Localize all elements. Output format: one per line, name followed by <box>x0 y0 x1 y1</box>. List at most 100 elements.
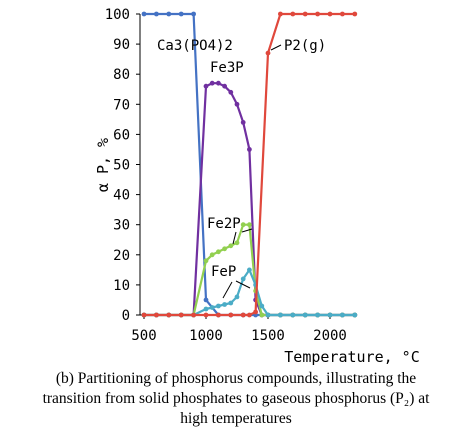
y-tick-label: 0 <box>122 308 130 324</box>
y-axis-title: α P, % <box>94 138 112 192</box>
x-axis-title: Temperature, °C <box>284 348 419 366</box>
data-point-fe3p <box>203 83 209 89</box>
leader-line-p2g <box>270 44 282 51</box>
data-point-fep <box>352 312 358 318</box>
data-point-fe3p <box>234 101 240 107</box>
data-point-p2-g <box>315 11 320 17</box>
series-label-fe2p: Fe2P <box>207 216 241 232</box>
data-point-ca3-po4-2 <box>141 11 147 17</box>
data-point-p2-g <box>228 312 234 318</box>
y-axis-ticks: 0 10 20 30 40 50 60 70 80 90 100 <box>105 7 140 324</box>
leader-line-fe2p-secondary <box>241 228 253 233</box>
data-point-fep <box>247 267 252 273</box>
data-point-p2-g <box>352 11 358 17</box>
data-point-fep <box>290 312 296 318</box>
data-point-ca3-po4-2 <box>178 11 184 17</box>
data-point-fe2p <box>259 312 265 318</box>
data-point-fep <box>302 312 308 318</box>
data-point-fe2p <box>234 240 240 246</box>
series-fe3p <box>141 80 358 318</box>
y-tick-label: 20 <box>113 248 130 264</box>
phosphorus-partition-chart: 0 10 20 30 40 50 60 70 80 90 100 500 1000 1500 2000 C… <box>94 7 420 366</box>
data-point-p2-g <box>290 11 296 17</box>
data-point-fep <box>340 312 345 318</box>
data-point-fep <box>265 312 271 318</box>
series-layer <box>141 11 358 318</box>
data-point-fe3p <box>209 80 215 86</box>
data-point-fep <box>216 303 221 309</box>
x-tick-label: 2000 <box>313 328 347 344</box>
data-point-fep <box>234 294 240 300</box>
caption-line-3: high temperatures <box>180 410 292 427</box>
data-point-fe3p <box>228 89 234 95</box>
x-tick-label: 500 <box>131 328 156 344</box>
series-p2-g <box>141 11 358 318</box>
series-label-p2g: P2(g) <box>284 38 326 54</box>
series-line-fep <box>144 268 355 317</box>
series-line-fe3p <box>144 82 355 317</box>
figure-caption: (b) Partitioning of phosphorus compounds… <box>0 369 472 429</box>
data-point-ca3-po4-2 <box>203 297 209 303</box>
data-point-fe3p <box>222 83 228 89</box>
data-point-p2-g <box>203 312 209 318</box>
data-point-fe2p <box>222 246 228 252</box>
data-point-fep <box>327 312 333 318</box>
data-point-p2-g <box>178 312 184 318</box>
data-point-fep <box>240 276 246 282</box>
data-point-p2-g <box>247 312 252 318</box>
series-label-fe3p: Fe3P <box>210 60 244 76</box>
data-point-p2-g <box>141 312 147 318</box>
data-point-p2-g <box>216 312 221 318</box>
data-point-p2-g <box>166 312 172 318</box>
data-point-p2-g <box>302 11 308 17</box>
y-tick-label: 100 <box>105 7 130 23</box>
y-tick-label: 70 <box>113 97 130 113</box>
data-point-fe3p <box>247 147 252 152</box>
data-point-fe2p <box>240 222 246 228</box>
data-point-fep <box>222 302 228 307</box>
x-tick-label: 1000 <box>189 328 223 344</box>
data-point-fep <box>209 305 215 310</box>
y-tick-label: 10 <box>113 278 130 294</box>
series-label-fep: FeP <box>211 264 236 280</box>
data-point-ca3-po4-2 <box>154 11 159 17</box>
data-point-fep <box>259 303 265 309</box>
leader-line-fep-secondary <box>235 280 251 289</box>
data-point-fe2p <box>216 249 221 255</box>
leader-line-fe2p <box>232 231 237 245</box>
caption-line-2: transition from solid phosphates to gase… <box>42 390 430 407</box>
y-tick-label: 80 <box>113 67 130 83</box>
data-point-p2-g <box>340 11 345 17</box>
series-fep <box>141 267 358 318</box>
series-label-ca3po4-2: Ca3(PO4)2 <box>157 38 233 54</box>
data-point-fe2p <box>203 258 209 264</box>
data-point-fe2p <box>247 222 252 228</box>
data-point-p2-g <box>278 11 283 17</box>
data-point-p2-g <box>253 309 258 315</box>
data-point-fe2p <box>228 243 234 249</box>
data-point-p2-g <box>154 312 159 318</box>
data-point-p2-g <box>265 50 271 56</box>
data-point-ca3-po4-2 <box>166 11 172 17</box>
x-tick-label: 1500 <box>251 328 285 344</box>
data-point-fe3p <box>240 120 246 125</box>
data-point-fep <box>315 312 320 318</box>
y-tick-label: 50 <box>113 158 130 174</box>
data-point-fe3p <box>216 80 221 86</box>
data-point-p2-g <box>240 312 246 318</box>
data-point-fep <box>228 300 234 306</box>
data-point-ca3-po4-2 <box>191 11 197 17</box>
y-tick-label: 40 <box>113 188 130 204</box>
y-tick-label: 60 <box>113 127 130 143</box>
data-point-fep <box>278 312 283 318</box>
x-axis-ticks: 500 1000 1500 2000 <box>131 315 347 344</box>
data-point-p2-g <box>327 11 333 17</box>
y-tick-label: 30 <box>113 218 130 234</box>
y-tick-label: 90 <box>113 37 130 53</box>
caption-line-1: (b) Partitioning of phosphorus compounds… <box>55 370 417 387</box>
data-point-p2-g <box>191 312 197 318</box>
leader-line-fep <box>222 281 233 299</box>
data-point-fe2p <box>209 252 215 258</box>
series-annotations: Ca3(PO4)2 Fe3P Fe2P FeP P2(g) <box>157 38 326 299</box>
data-point-fep <box>203 306 209 312</box>
